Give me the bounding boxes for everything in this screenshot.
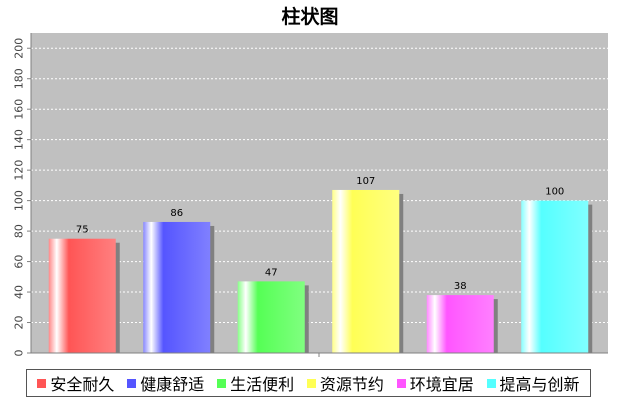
legend-item: 资源节约	[306, 371, 384, 395]
bar[interactable]	[332, 189, 400, 353]
y-tick-label: 60	[13, 255, 26, 269]
y-tick-label: 0	[13, 350, 26, 357]
y-tick-label: 160	[13, 99, 26, 120]
legend-label: 安全耐久	[50, 375, 115, 394]
legend-item: 安全耐久	[37, 371, 114, 395]
bar-value-label: 38	[454, 281, 467, 292]
legend-swatch	[306, 378, 316, 388]
y-tick-label: 180	[13, 68, 26, 89]
legend-swatch	[37, 378, 47, 388]
legend-label: 健康舒适	[140, 375, 205, 394]
legend-item: 环境宜居	[396, 371, 474, 395]
legend-swatch	[486, 378, 496, 388]
bar-value-label: 107	[356, 176, 375, 187]
y-tick-label: 140	[13, 129, 26, 150]
chart-title: 柱状图	[281, 6, 339, 28]
bar[interactable]	[237, 281, 305, 353]
legend-item: 提高与创新	[486, 371, 580, 395]
y-tick-label: 20	[13, 316, 26, 330]
plot-area	[31, 33, 608, 353]
bar-value-label: 86	[170, 208, 183, 219]
bar[interactable]	[521, 200, 589, 353]
legend-label: 生活便利	[230, 375, 295, 394]
bar-value-label: 75	[76, 225, 89, 236]
bar-value-label: 100	[545, 187, 564, 198]
bar[interactable]	[48, 238, 116, 353]
legend-item: 健康舒适	[127, 371, 204, 395]
y-tick-label: 100	[13, 190, 26, 211]
legend: 安全耐久 健康舒适 生活便利 资源节约 环境宜居 提高与创新	[26, 369, 591, 397]
bar-value-label: 47	[265, 267, 278, 278]
y-tick-label: 120	[13, 160, 26, 181]
bars: 75 86 47 107 38 100	[48, 176, 593, 353]
bar[interactable]	[143, 221, 211, 353]
y-axis-ticks: 0 20 40 60 80 100 120 140 160 180 200	[13, 38, 31, 357]
y-tick-label: 200	[13, 38, 26, 59]
y-tick-label: 40	[13, 285, 26, 299]
grid-lines	[31, 47, 608, 324]
y-tick-label: 80	[13, 224, 26, 238]
legend-swatch	[127, 378, 137, 388]
legend-swatch	[396, 378, 406, 388]
legend-label: 资源节约	[319, 375, 384, 394]
legend-swatch	[217, 378, 227, 388]
legend-label: 环境宜居	[409, 375, 474, 394]
legend-label: 提高与创新	[499, 375, 580, 394]
legend-item: 生活便利	[217, 371, 294, 395]
bar[interactable]	[426, 295, 494, 353]
